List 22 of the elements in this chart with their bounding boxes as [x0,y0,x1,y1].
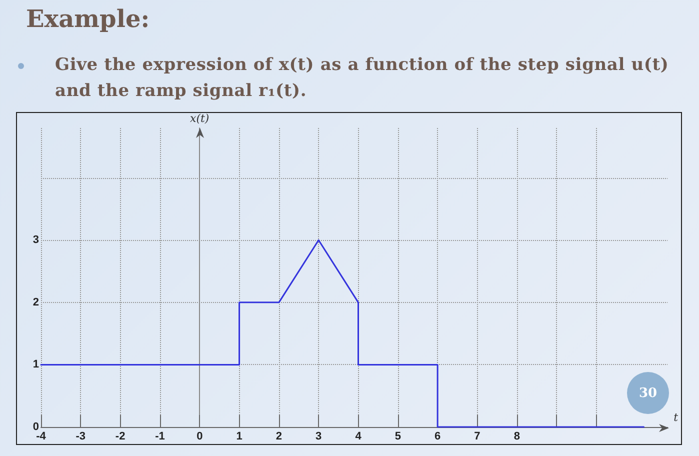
x-tick-label: 0 [196,430,203,442]
x-tick-label: -4 [36,430,47,442]
annotation: 30 [627,372,669,414]
x-tick-label: -2 [115,430,126,442]
y-tick-label: 0 [32,421,39,433]
chart-title: Example: [26,4,150,33]
y-axis-title: x(t) [190,112,210,125]
x-tick-label: 7 [474,430,480,442]
y-tick-label: 3 [32,234,39,246]
x-tick-label: 2 [276,430,282,442]
x-tick-label: 4 [355,430,362,442]
x-tick-label: 1 [236,430,242,442]
x-tick-label: -3 [76,430,86,442]
y-tick-label: 2 [32,296,39,308]
x-tick-label: 8 [514,430,520,442]
x-tick-label: 5 [394,430,401,442]
y-tick-label: 1 [32,358,39,371]
x-tick-label: 3 [316,430,322,442]
x-tick-label: -1 [155,430,165,442]
x-axis-title: t [674,411,679,424]
x-tick-label: 6 [434,430,441,442]
chart-subtitle: Give the expression of x(t) as a function of the step signal u(t) and the ramp signal r₁(t). [55,54,670,103]
